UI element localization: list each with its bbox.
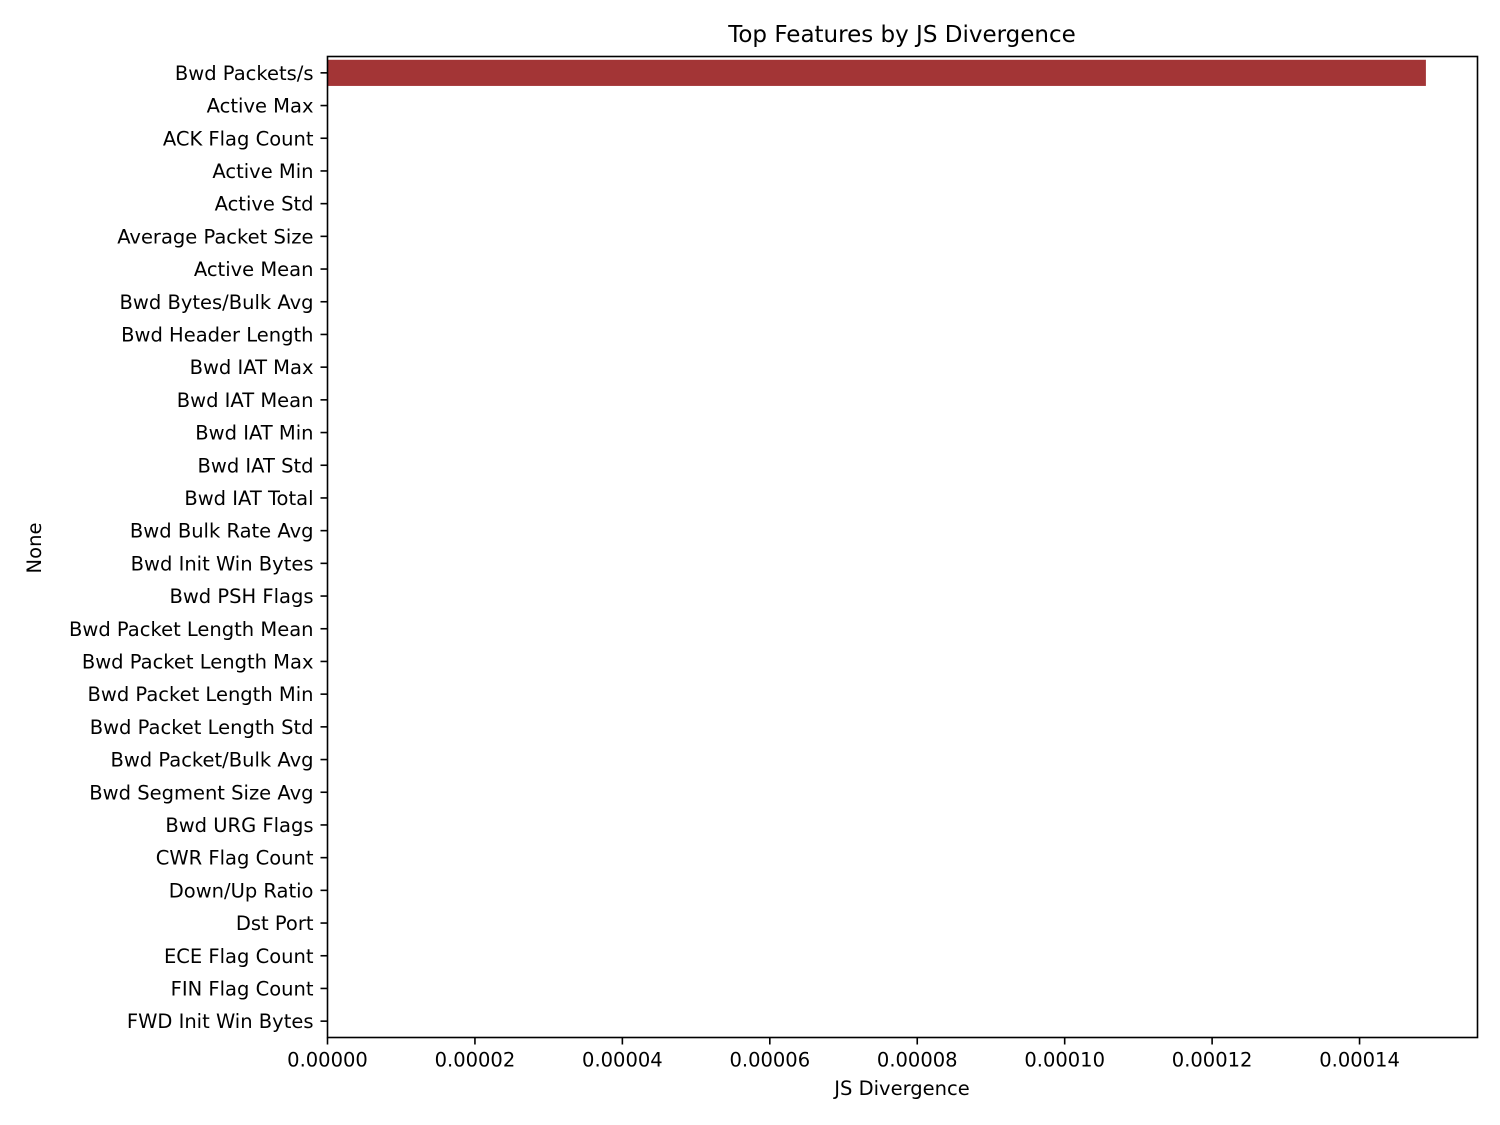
x-tick-label: 0.00010 <box>1024 1049 1105 1072</box>
y-tick-label: Bwd Packet Length Max <box>82 650 314 673</box>
y-tick-label: Dst Port <box>236 912 314 935</box>
y-tick-label: Bwd Header Length <box>121 323 313 346</box>
y-tick-label: Active Mean <box>194 258 314 281</box>
x-tick-label: 0.00014 <box>1319 1049 1400 1072</box>
x-axis-label: JS Divergence <box>832 1077 969 1100</box>
chart-title: Top Features by JS Divergence <box>727 22 1076 48</box>
y-tick-label: CWR Flag Count <box>156 847 314 870</box>
y-tick-label: Bwd Packet/Bulk Avg <box>110 749 313 772</box>
y-tick-label: Bwd IAT Std <box>198 454 314 477</box>
y-tick-label: Bwd PSH Flags <box>169 585 313 608</box>
y-tick-label: Bwd IAT Min <box>195 422 313 445</box>
y-axis-ticks: Bwd Packets/s Active Max ACK Flag Count Act… <box>69 62 328 1033</box>
y-tick-label: Bwd Packet Length Mean <box>69 618 313 641</box>
y-tick-label: Bwd Bytes/Bulk Avg <box>120 291 314 314</box>
y-tick-label: ECE Flag Count <box>164 945 314 968</box>
y-tick-label: Bwd Packets/s <box>175 62 314 85</box>
x-axis-ticks: 0.00000 0.00002 0.00004 0.00006 0.00008 0.000… <box>287 1037 1400 1072</box>
x-tick-label: 0.00002 <box>435 1049 516 1072</box>
y-tick-label: Active Min <box>212 160 313 183</box>
y-tick-label: Bwd Init Win Bytes <box>131 552 314 575</box>
y-tick-label: Bwd Packet Length Std <box>90 716 314 739</box>
y-tick-label: Down/Up Ratio <box>169 879 314 902</box>
y-tick-label: Active Max <box>207 95 314 118</box>
bar <box>327 59 1426 86</box>
y-tick-label: Bwd IAT Max <box>190 356 314 379</box>
y-axis-label: None <box>23 523 46 574</box>
y-tick-label: Bwd Packet Length Min <box>88 683 314 706</box>
x-tick-label: 0.00012 <box>1172 1049 1253 1072</box>
y-tick-label: FWD Init Win Bytes <box>127 1010 314 1033</box>
y-tick-label: Active Std <box>215 193 314 216</box>
x-tick-label: 0.00006 <box>729 1049 810 1072</box>
y-tick-label: ACK Flag Count <box>163 127 314 150</box>
x-tick-label: 0.00000 <box>287 1049 368 1072</box>
y-tick-label: Bwd URG Flags <box>165 814 313 837</box>
y-tick-label: Average Packet Size <box>117 225 313 248</box>
y-tick-label: Bwd Bulk Rate Avg <box>130 520 314 543</box>
x-tick-label: 0.00004 <box>582 1049 663 1072</box>
y-tick-label: Bwd IAT Mean <box>177 389 314 412</box>
plot-area-frame <box>326 55 1479 1039</box>
y-tick-label: Bwd IAT Total <box>184 487 313 510</box>
y-tick-label: Bwd Segment Size Avg <box>89 781 313 804</box>
y-tick-label: FIN Flag Count <box>171 977 314 1000</box>
x-tick-label: 0.00008 <box>877 1049 958 1072</box>
bar-group <box>327 59 1426 86</box>
